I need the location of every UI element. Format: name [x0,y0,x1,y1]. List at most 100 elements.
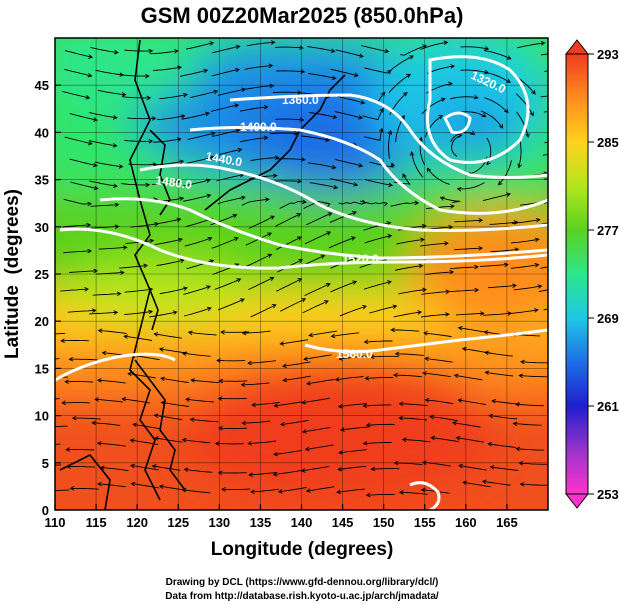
streamline-arrowhead [121,396,127,402]
streamline [420,242,448,247]
streamline-arrowhead [235,128,241,134]
streamline-arrowhead [390,327,395,333]
streamline [250,304,277,318]
streamline [92,422,121,426]
streamline [394,265,423,271]
streamline [159,287,188,295]
streamline-arrowhead [153,436,159,441]
streamline [94,161,123,168]
y-tick-label: 0 [42,503,49,518]
streamline-arrowhead [423,330,428,336]
streamline-arrowhead [247,441,253,446]
streamline-arrowhead [158,347,164,352]
streamline [121,183,150,186]
streamline-arrowhead [386,221,392,226]
streamline [212,129,240,138]
streamline-arrowhead [302,199,307,205]
streamline-arrowhead [514,247,520,252]
streamline [399,491,428,495]
streamline [402,439,431,443]
colorbar-tick-label: 293 [597,47,619,62]
streamline-arrowhead [445,289,451,295]
streamline-arrowhead [239,298,245,303]
streamline-arrowhead [94,397,99,402]
streamline-arrowhead [337,403,343,409]
streamline [186,42,214,50]
streamline-arrowhead [182,92,188,98]
x-tick-label: 135 [250,515,272,530]
streamline [188,331,217,336]
streamline [66,449,95,451]
y-axis: 0 5 10 15 20 25 30 35 40 45 [35,78,61,518]
streamline [479,264,508,267]
colorbar-bottom-arrow [564,493,590,509]
streamline [183,285,211,295]
streamline-arrowhead [418,263,424,269]
streamline [275,236,302,251]
streamline [513,285,542,291]
streamline [124,288,153,293]
streamline-arrowhead [300,69,306,74]
streamline-arrowhead [277,489,283,494]
colorbar-tick-label: 261 [597,399,619,414]
streamline [70,181,98,190]
streamline [424,358,453,363]
streamline-arrowhead [268,63,274,69]
streamline-arrowhead [452,420,457,426]
streamline [97,379,126,384]
streamline [273,180,302,182]
streamline [250,157,279,161]
streamline [151,180,180,185]
streamline [222,488,251,490]
streamline-arrowhead [336,489,341,495]
streamline-arrowhead [218,425,223,431]
streamline [520,483,548,486]
streamline [363,222,391,231]
streamline [212,45,240,54]
streamline [338,201,366,205]
streamline [55,376,69,379]
coastlines [59,39,346,510]
streamline [304,283,331,297]
streamline-arrowhead [206,285,211,290]
streamline-arrowhead [60,338,65,344]
colorbar-top-arrow [564,39,590,55]
streamline [214,148,242,157]
streamline-arrowhead [504,262,509,268]
streamline [252,401,280,406]
streamline-arrowhead [462,480,467,486]
x-tick-label: 120 [126,515,148,530]
x-tick-label: 140 [291,515,313,530]
y-tick-label: 25 [35,267,49,282]
streamline [304,231,331,245]
streamline-arrowhead [422,44,428,49]
streamline [449,96,478,100]
streamline [95,271,124,275]
streamline-arrowhead [149,238,155,244]
streamline-arrowhead [338,450,343,455]
streamline-arrowhead [301,298,307,303]
streamline [388,130,392,159]
streamline-arrowhead [518,373,524,379]
streamline [161,401,190,407]
streamline-arrowhead [398,490,404,495]
streamline-arrowhead [189,417,195,422]
streamline-arrowhead [114,224,120,229]
streamline-arrowhead [450,203,455,209]
streamline [63,250,92,254]
streamline-arrowhead [520,359,525,365]
y-tick-label: 40 [35,125,49,140]
streamline [242,420,271,424]
streamline [133,423,161,430]
contour-1560-south [409,481,441,510]
streamline-arrowhead [506,55,512,60]
contour-1360 [229,93,548,179]
streamline-arrowhead [330,48,336,53]
streamline-arrowhead [386,280,392,285]
streamline [339,449,367,454]
streamline-arrowhead [514,402,520,407]
streamline-arrowhead [233,237,239,242]
streamline-arrowhead [240,195,246,201]
streamline-arrowhead [303,356,309,362]
streamline [460,69,489,74]
